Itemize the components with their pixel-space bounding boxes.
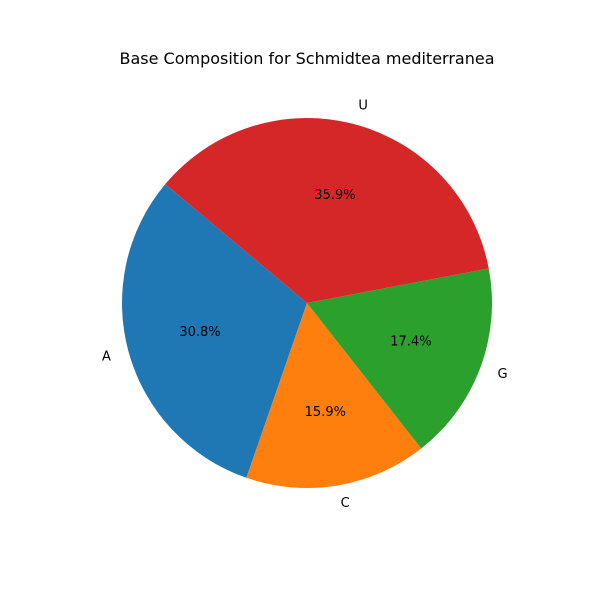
- pie-percent-label-a: 30.8%: [179, 325, 220, 340]
- pie-percent-label-c: 15.9%: [305, 405, 346, 420]
- pie-category-label-a: A: [102, 350, 111, 365]
- pie-slice-g: [307, 268, 492, 449]
- pie-percent-label-u: 35.9%: [314, 188, 355, 203]
- pie-category-label-u: U: [358, 99, 368, 114]
- pie-category-label-c: C: [341, 496, 350, 511]
- chart-title: Base Composition for Schmidtea mediterra…: [119, 49, 494, 68]
- pie-slice-c: [246, 303, 422, 488]
- pie-slice-u: [165, 118, 489, 303]
- pie-percent-label-g: 17.4%: [390, 334, 431, 349]
- pie-slices: [121, 118, 492, 488]
- pie-labels: 30.8% A 15.9% C 17.4% G 35.9% U: [102, 99, 508, 512]
- pie-slice-a: [121, 184, 307, 478]
- pie-category-label-g: G: [498, 367, 508, 382]
